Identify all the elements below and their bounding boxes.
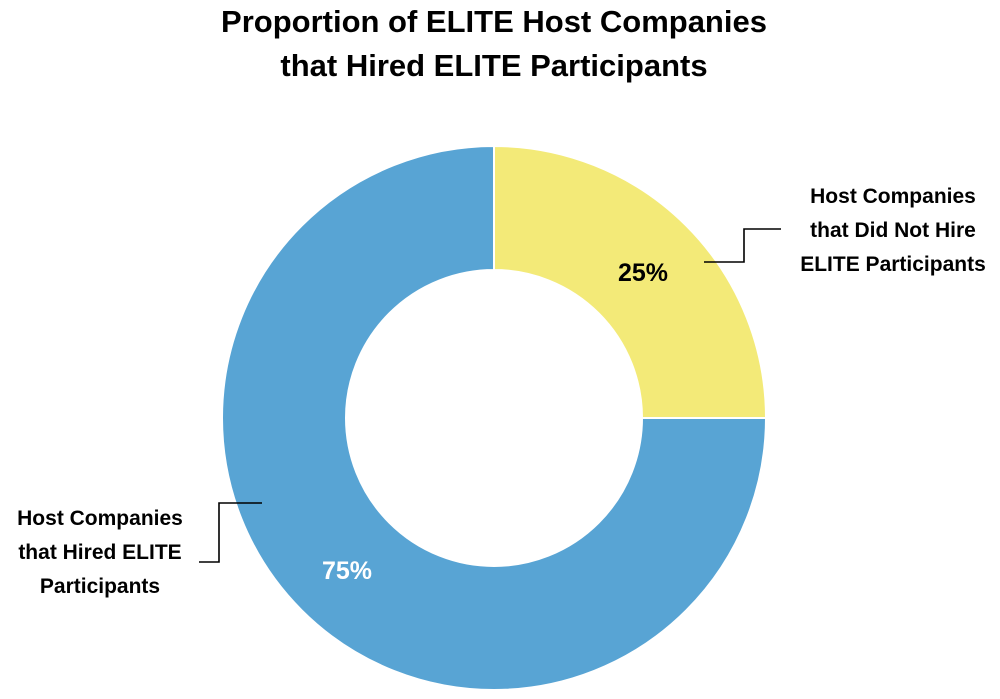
slice-value-label-0: 25% — [618, 259, 668, 287]
donut-slice-0 — [493, 144, 768, 419]
slice-category-label-1: Host Companies that Hired ELITE Participan… — [17, 507, 183, 598]
slice-category-label-line: ELITE Participants — [800, 253, 986, 276]
donut-slices — [221, 144, 768, 691]
leader-line-1 — [199, 502, 262, 563]
chart-title-line-2: that Hired ELITE Participants — [280, 48, 707, 83]
leader-line-0 — [704, 228, 781, 263]
donut-labels: 25% Host Companies that Did Not Hire ELITE … — [17, 185, 986, 598]
slice-category-label-line: Host Companies — [810, 185, 976, 208]
slice-category-label-line: Participants — [40, 575, 160, 598]
slice-value-label-1: 75% — [322, 557, 372, 585]
slice-category-label-line: that Did Not Hire — [810, 219, 976, 242]
slice-category-label-line: that Hired ELITE — [18, 541, 181, 564]
slice-category-label-0: Host Companies that Did Not Hire ELITE Par… — [800, 185, 986, 276]
chart-title-line-1: Proportion of ELITE Host Companies — [221, 4, 767, 39]
slice-category-label-line: Host Companies — [17, 507, 183, 530]
donut-slice-1 — [221, 144, 768, 691]
